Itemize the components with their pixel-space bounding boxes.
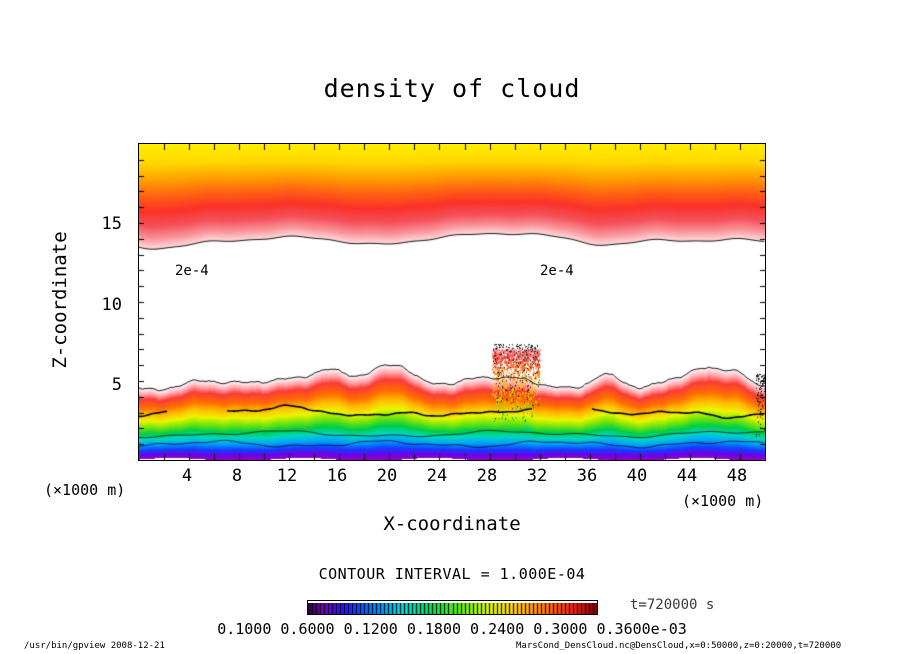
x-tick-20: 20: [376, 466, 398, 486]
x-tick-48: 48: [726, 466, 748, 486]
y-tick-15: 15: [101, 214, 122, 234]
x-tick-36: 36: [576, 466, 598, 486]
x-tick-16: 16: [326, 466, 348, 486]
colorbar-canvas: [308, 603, 597, 614]
y-tick-5: 5: [111, 375, 122, 395]
x-tick-4: 4: [181, 466, 193, 486]
plot-area: 2e-4 2e-4: [138, 143, 766, 461]
x-axis-label: X-coordinate: [383, 513, 521, 535]
x-tick-28: 28: [476, 466, 498, 486]
contour-plot-canvas: [139, 144, 765, 460]
colorbar-tick-labels: 0.1000 0.6000 0.1200 0.1800 0.2400 0.300…: [217, 620, 687, 638]
x-tick-12: 12: [276, 466, 298, 486]
contour-label-right: 2e-4: [539, 263, 575, 279]
y-tick-10: 10: [101, 295, 122, 315]
x-tick-8: 8: [231, 466, 243, 486]
page-title: density of cloud: [323, 74, 581, 103]
footer-right: MarsCond_DensCloud.nc@DensCloud,x=0:5000…: [516, 641, 842, 651]
x-axis-unit: (×1000 m): [682, 492, 764, 510]
x-tick-44: 44: [676, 466, 698, 486]
x-tick-32: 32: [526, 466, 548, 486]
y-axis-unit: (×1000 m): [44, 481, 126, 499]
colorbar: [307, 600, 598, 615]
y-axis-label: Z-coordinate: [49, 231, 71, 369]
footer-left: /usr/bin/gpview 2008-12-21: [24, 641, 165, 651]
x-tick-40: 40: [626, 466, 648, 486]
time-label: t=720000 s: [630, 597, 715, 613]
x-tick-24: 24: [426, 466, 448, 486]
contour-interval-text: CONTOUR INTERVAL = 1.000E-04: [318, 565, 586, 583]
contour-label-left: 2e-4: [174, 263, 210, 279]
